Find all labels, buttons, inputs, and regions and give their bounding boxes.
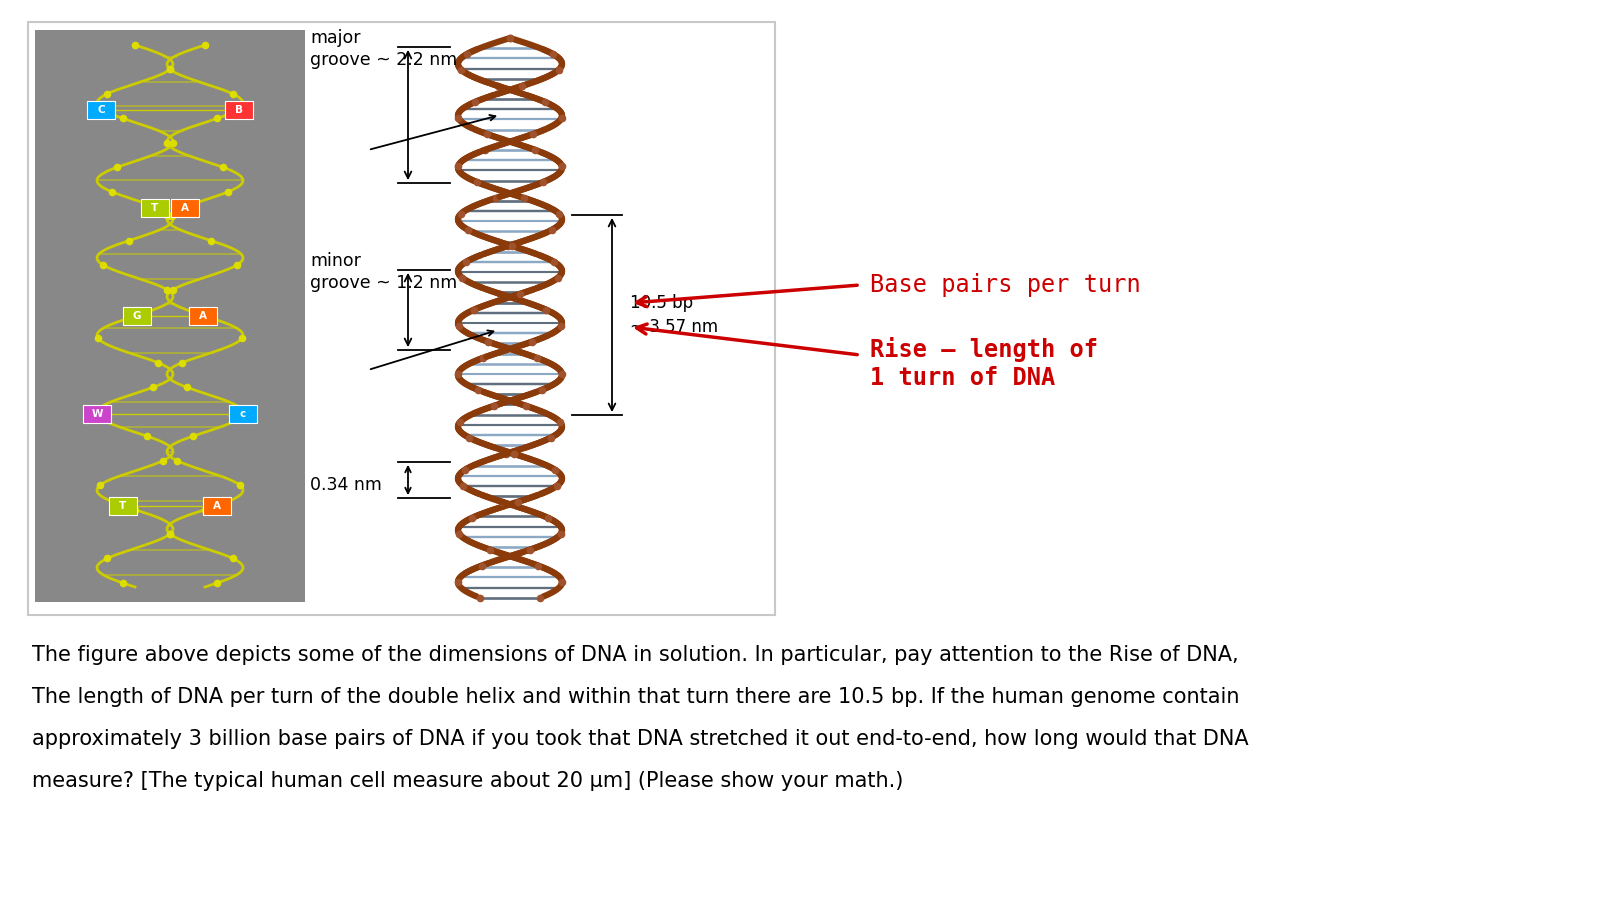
Text: T: T xyxy=(118,501,126,511)
Text: The figure above depicts some of the dimensions of DNA in solution. In particula: The figure above depicts some of the dim… xyxy=(32,645,1238,665)
Text: ~ 3.57 nm: ~ 3.57 nm xyxy=(630,318,718,336)
Bar xyxy=(203,497,232,515)
Bar xyxy=(226,101,253,119)
Bar xyxy=(35,30,306,602)
Bar xyxy=(123,307,150,325)
Text: 0.34 nm: 0.34 nm xyxy=(310,476,382,494)
Text: The length of DNA per turn of the double helix and within that turn there are 10: The length of DNA per turn of the double… xyxy=(32,687,1240,707)
Text: 1 turn of DNA: 1 turn of DNA xyxy=(870,366,1056,390)
Bar xyxy=(86,101,115,119)
Bar xyxy=(109,497,136,515)
Text: measure? [The typical human cell measure about 20 μm] (Please show your math.): measure? [The typical human cell measure… xyxy=(32,771,904,791)
Bar xyxy=(83,404,110,423)
Text: C: C xyxy=(98,105,106,115)
Bar xyxy=(141,199,170,217)
Bar xyxy=(189,307,218,325)
Text: W: W xyxy=(91,409,102,418)
Bar xyxy=(229,404,258,423)
Text: Base pairs per turn: Base pairs per turn xyxy=(870,273,1141,297)
Text: G: G xyxy=(133,311,141,321)
Text: A: A xyxy=(181,202,189,212)
Text: 10.5 bp: 10.5 bp xyxy=(630,294,693,312)
Text: A: A xyxy=(198,311,206,321)
Text: T: T xyxy=(152,202,158,212)
Text: c: c xyxy=(240,409,246,418)
Text: Rise – length of: Rise – length of xyxy=(870,338,1098,362)
Text: approximately 3 billion base pairs of DNA if you took that DNA stretched it out : approximately 3 billion base pairs of DN… xyxy=(32,729,1248,749)
Text: B: B xyxy=(235,105,243,115)
Bar xyxy=(171,199,198,217)
Text: A: A xyxy=(213,501,221,511)
Text: minor
groove ~ 1.2 nm: minor groove ~ 1.2 nm xyxy=(310,252,458,292)
Text: major
groove ~ 2.2 nm: major groove ~ 2.2 nm xyxy=(310,29,458,70)
Bar xyxy=(29,22,774,615)
